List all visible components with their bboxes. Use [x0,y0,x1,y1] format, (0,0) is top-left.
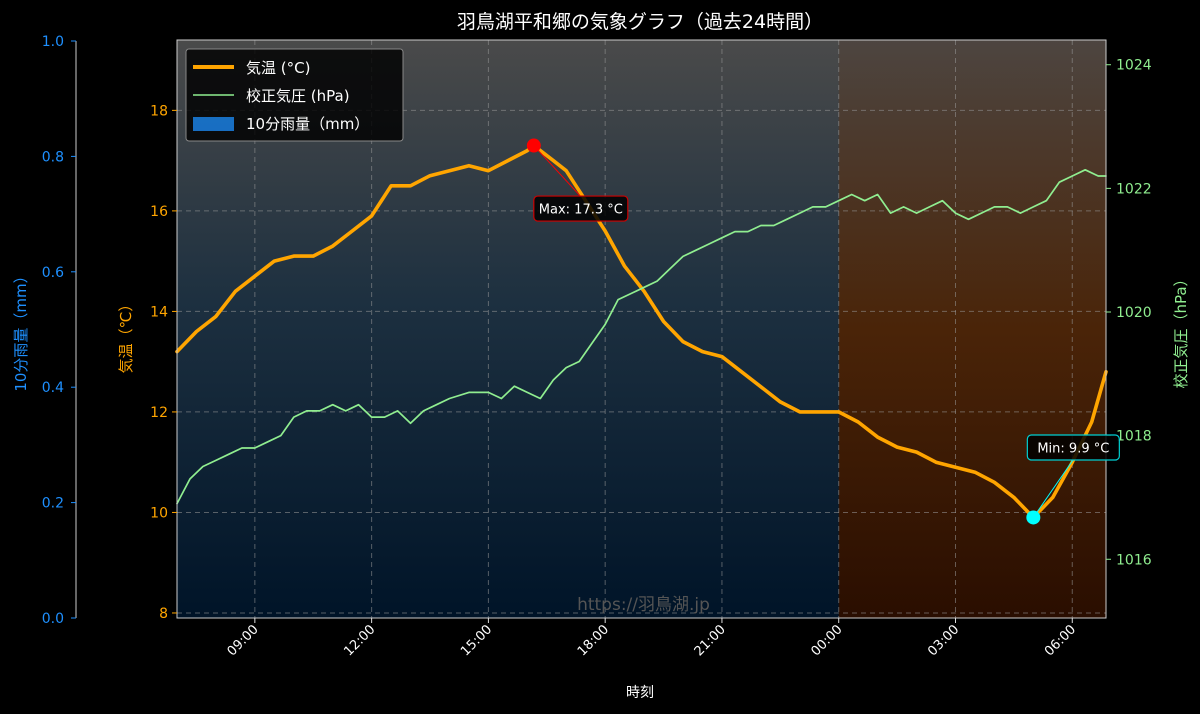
pressure-line [176,168,1107,505]
legend-label-temp: 気温 (°C) [246,59,310,77]
pressure-tick-label: 1022 [1116,181,1152,197]
chart-title: 羽鳥湖平和郷の気象グラフ（過去24時間） [457,11,823,33]
annotations: Max: 17.3 °C Min: 9.9 °C [526,138,1120,525]
legend-box [185,48,404,142]
x-tick-label: 00:00 [808,622,845,659]
rain-tick-label: 0.4 [42,380,64,396]
x-tick-label: 03:00 [925,622,962,659]
night-shade [838,40,1106,618]
legend-label-rain: 10分雨量（mm） [246,115,369,133]
max-label: Max: 17.3 °C [539,203,623,218]
rain-tick-label: 0.2 [42,496,64,512]
legend: 気温 (°C) 校正気圧 (hPa) 10分雨量（mm） [185,48,404,142]
temp-tick-label: 16 [150,204,168,220]
x-tick-label: 21:00 [692,622,729,659]
pressure-tick-label: 1018 [1116,429,1152,445]
x-tick-label: 15:00 [458,622,495,659]
max-marker [526,138,541,153]
legend-label-pressure: 校正気圧 (hPa) [246,87,350,105]
min-label-box [1026,434,1120,461]
temp-tick-label: 14 [150,304,168,320]
temperature-line [175,143,1108,520]
rain-tick-label: 0.0 [42,611,64,627]
max-arrow [533,145,582,197]
temp-tick-label: 8 [159,606,168,622]
legend-swatch-rain [193,117,234,131]
min-marker [1026,510,1041,525]
temp-axis-label: 気温（℃） [117,297,135,374]
x-axis-label: 時刻 [626,685,654,701]
temp-tick-label: 18 [150,103,168,119]
pressure-tick-label: 1020 [1116,305,1152,321]
max-label-box [533,195,629,222]
temp-tick-label: 12 [150,405,168,421]
rain-axis-label: 10分雨量（mm） [12,268,30,391]
x-tick-label: 06:00 [1042,622,1079,659]
watermark: https://羽鳥湖.jp [577,595,710,615]
pressure-tick-label: 1016 [1116,552,1152,568]
rain-tick-label: 0.8 [42,149,64,165]
x-tick-label: 18:00 [575,622,612,659]
min-label: Min: 9.9 °C [1037,441,1109,456]
rain-tick-label: 0.6 [42,265,64,281]
series-layer [175,143,1108,520]
temp-tick-label: 10 [150,505,168,521]
min-arrow [1032,459,1074,518]
pressure-tick-label: 1024 [1116,58,1152,74]
pressure-axis-label: 校正気圧（hPa） [1172,271,1190,388]
x-tick-label: 09:00 [225,622,262,659]
plot-background [177,40,1106,618]
plot-frame [176,39,1107,619]
rain-tick-label: 1.0 [42,34,64,50]
x-tick-label: 12:00 [341,622,378,659]
